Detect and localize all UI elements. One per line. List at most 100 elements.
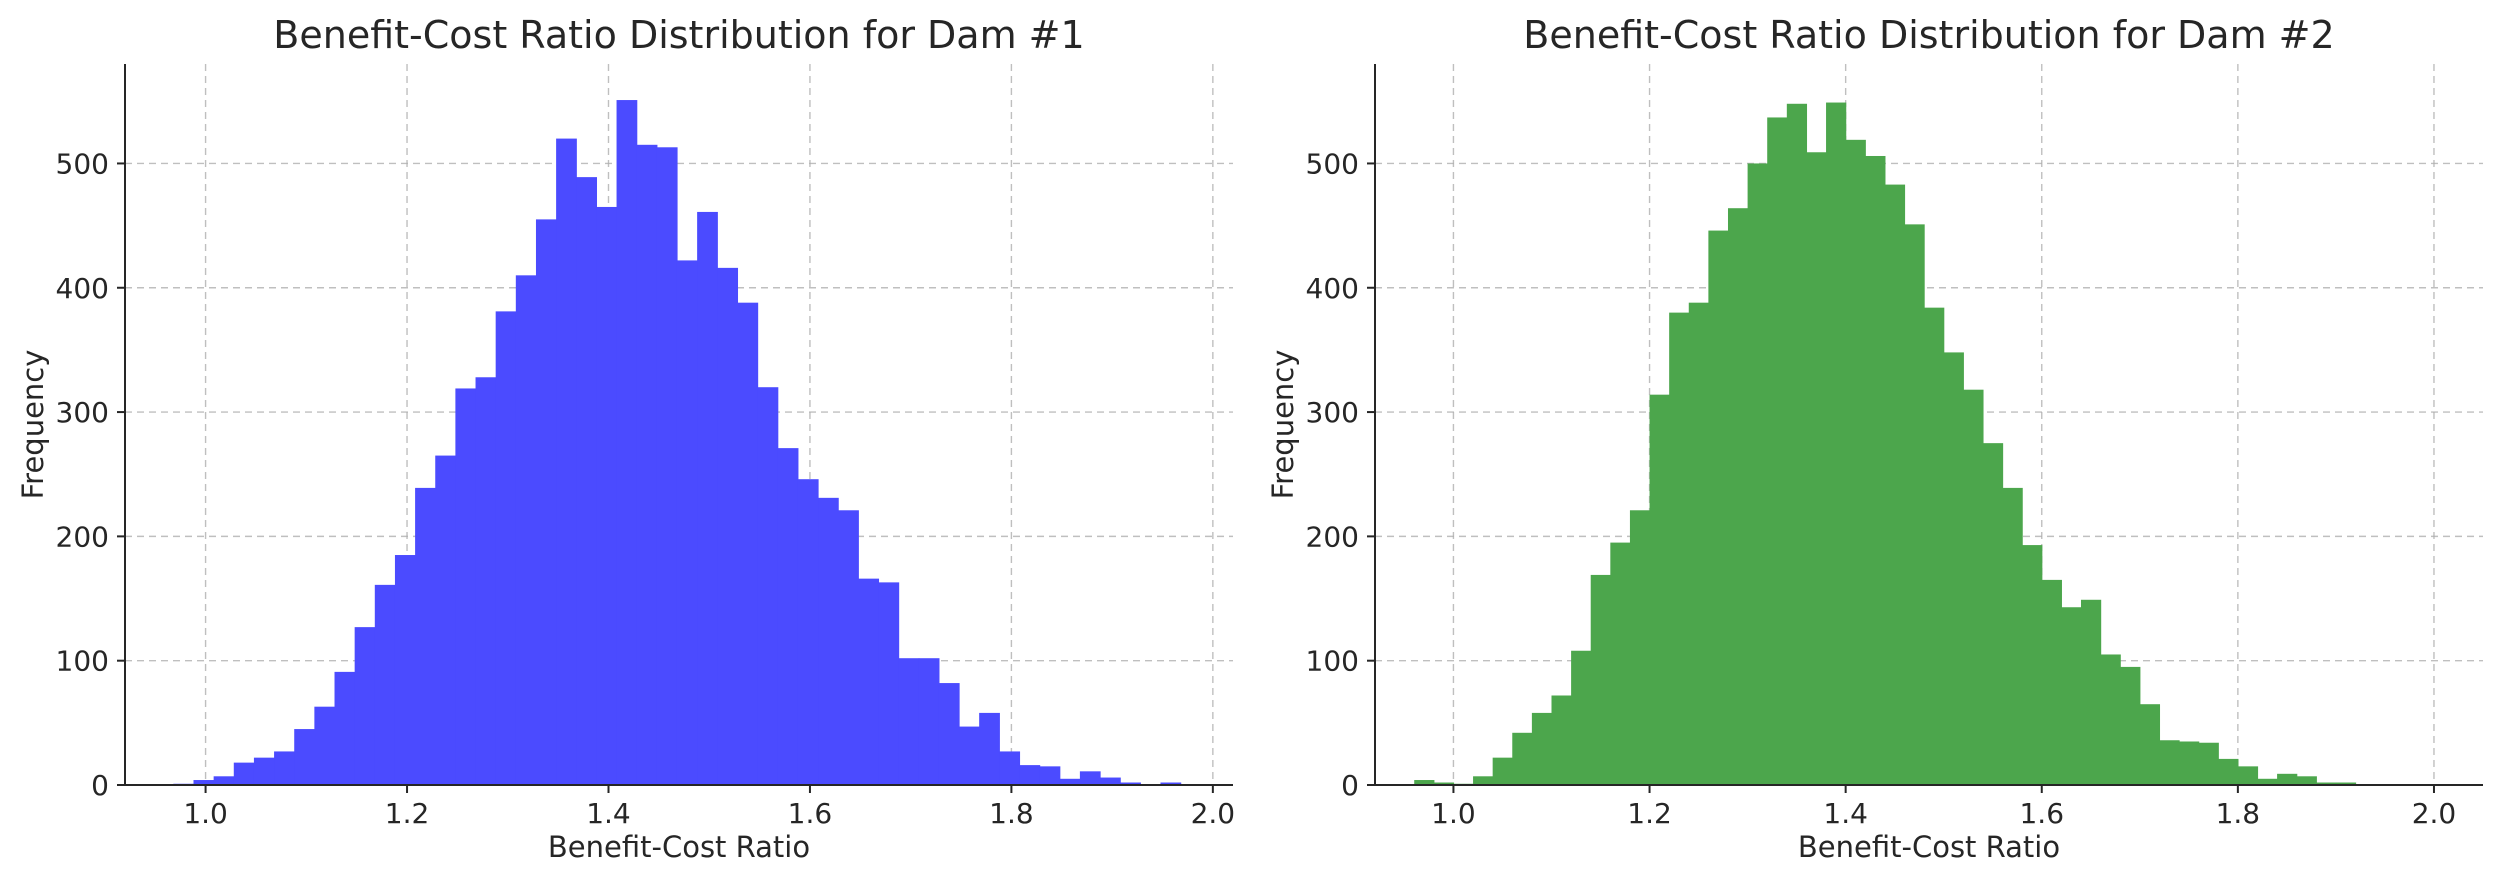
histogram-bar: [2277, 773, 2298, 785]
histogram-bar: [1512, 732, 1533, 785]
histogram-bar: [979, 712, 1000, 785]
histogram-bar: [314, 706, 336, 785]
histogram-bar: [415, 487, 436, 785]
y-tick-label: 500: [56, 147, 109, 180]
x-tick-label: 1.6: [2019, 797, 2064, 830]
histogram-bar: [2218, 758, 2239, 785]
histogram-bar: [535, 219, 557, 785]
histogram-bar: [2257, 778, 2278, 785]
histogram-bar: [838, 510, 859, 785]
histogram-bar: [2335, 782, 2357, 785]
histogram-bar: [1963, 389, 1984, 785]
histogram-bar: [2316, 782, 2337, 785]
y-tick-label: 100: [1306, 645, 1359, 678]
histogram-bar: [2237, 766, 2259, 785]
histogram-bar: [1669, 312, 1690, 785]
histogram-bar: [1414, 780, 1435, 785]
histogram-bar: [636, 144, 658, 785]
y-tick-label: 300: [56, 396, 109, 429]
histogram-bar: [1551, 695, 1572, 785]
histogram-bar: [1120, 782, 1141, 785]
histogram-bar: [213, 776, 235, 785]
histogram-bar: [616, 100, 638, 786]
histogram-bar: [1747, 163, 1768, 786]
histogram-bar: [1708, 230, 1729, 785]
histogram-bar: [1629, 510, 1651, 785]
histogram-bar: [253, 757, 275, 785]
histogram-bar: [1982, 443, 2004, 785]
histogram-bar: [334, 671, 356, 785]
histogram-bar: [918, 658, 940, 785]
y-tick-label: 200: [56, 520, 109, 553]
x-tick-label: 1.0: [183, 797, 228, 830]
chart-title: Benefit-Cost Ratio Distribution for Dam …: [273, 13, 1084, 57]
x-tick-label: 1.2: [1627, 797, 1672, 830]
histogram-bar: [898, 658, 920, 785]
histogram-bar: [2002, 487, 2023, 785]
histogram-bar: [2179, 741, 2200, 785]
histogram-bar: [1884, 184, 1906, 785]
histogram-bar: [515, 275, 537, 785]
x-tick-label: 1.0: [1431, 797, 1476, 830]
y-axis-label: Frequency: [1266, 350, 1300, 500]
histogram-bar: [1943, 352, 1964, 785]
histogram-bar: [2100, 654, 2121, 785]
histogram-bar: [1826, 102, 1847, 786]
histogram-bar: [1924, 307, 1945, 785]
histogram-bar: [294, 729, 315, 785]
histogram-dam-1: 1.0 1.2 1.4 1.6 1.8 2.0 0 100 200 300 400 500 Benefi…: [16, 13, 1236, 864]
histogram-bar: [354, 627, 376, 785]
histogram-bar: [2159, 740, 2180, 785]
histogram-bar: [596, 206, 618, 785]
axes: 1.0 1.2 1.4 1.6 1.8 2.0 0 100 200 300 400 500: [1306, 64, 2483, 830]
histogram-bar: [556, 138, 577, 786]
histogram-bar: [2080, 599, 2102, 785]
histogram-bar: [2061, 607, 2082, 785]
histogram-bar: [1059, 778, 1081, 785]
histogram-bar: [858, 578, 880, 785]
histogram-bar: [1492, 757, 1513, 785]
histogram-bar: [1649, 394, 1670, 785]
histogram-bar: [818, 497, 839, 785]
histogram-bar: [1473, 776, 1494, 785]
histogram-bar: [938, 683, 960, 785]
histogram-bar: [757, 387, 779, 785]
histogram-bar: [193, 780, 215, 785]
histogram-bar: [697, 211, 718, 785]
histogram-dam-2: 1.0 1.2 1.4 1.6 1.8 2.0 0 100 200 300 400 500 Benefi…: [1266, 13, 2483, 864]
histogram-bar: [455, 388, 477, 785]
histogram-bar: [959, 726, 980, 785]
x-axis-label: Benefit-Cost Ratio: [1798, 830, 2060, 864]
histogram-bar: [878, 582, 900, 785]
histogram-bar: [2022, 545, 2043, 785]
histogram-bar: [1433, 782, 1455, 785]
histogram-bar: [475, 377, 497, 785]
x-tick-label: 1.8: [2216, 797, 2261, 830]
y-axis-label: Frequency: [16, 350, 50, 500]
y-tick-label: 0: [1341, 769, 1359, 802]
histogram-bar: [1806, 152, 1827, 785]
histogram-bar: [1727, 208, 1749, 785]
histogram-bar: [797, 479, 819, 785]
histogram-bar: [495, 311, 517, 785]
histogram-bar: [435, 455, 456, 785]
histogram-bar: [576, 177, 598, 785]
y-tick-label: 300: [1306, 396, 1359, 429]
histogram-bar: [1610, 542, 1631, 785]
axes: 1.0 1.2 1.4 1.6 1.8 2.0 0 100 200 300 400 500: [56, 64, 1236, 830]
histogram-bar: [717, 267, 739, 785]
histogram-bar: [1039, 766, 1061, 785]
histogram-bar: [1079, 771, 1101, 785]
y-tick-label: 200: [1306, 520, 1359, 553]
histogram-bar: [1688, 302, 1709, 785]
histogram-bar: [233, 762, 255, 785]
histogram-bar: [777, 448, 799, 785]
x-tick-label: 1.6: [788, 797, 833, 830]
histogram-bar: [656, 147, 678, 785]
histogram-bar: [2296, 776, 2317, 785]
x-axis-label: Benefit-Cost Ratio: [548, 830, 810, 864]
histogram-bar: [999, 751, 1021, 785]
x-tick-label: 2.0: [1191, 797, 1236, 830]
histogram-bar: [274, 751, 295, 785]
